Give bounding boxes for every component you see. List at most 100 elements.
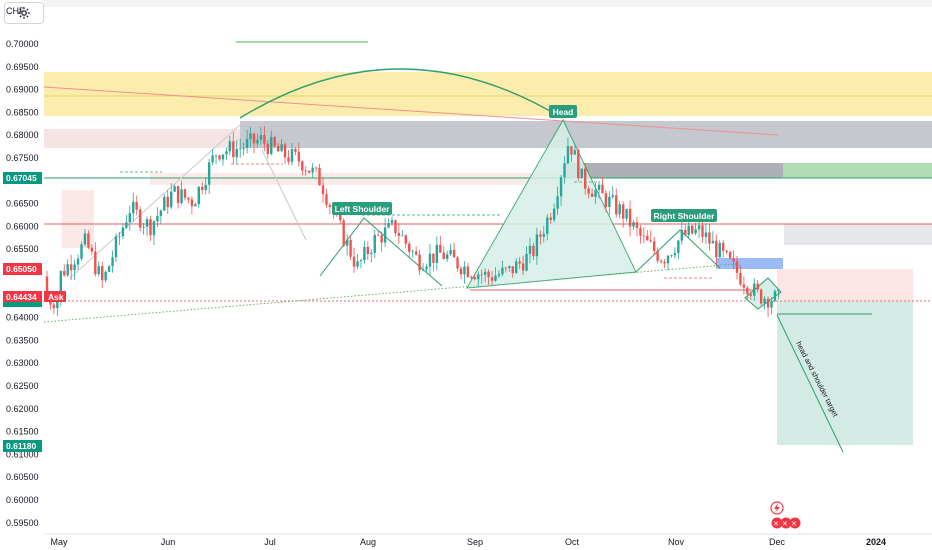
zone-pink-band	[150, 173, 565, 185]
candle-body	[621, 204, 625, 219]
supply-zone-yellow	[44, 72, 932, 116]
candle-body	[670, 255, 673, 257]
candle-body	[697, 225, 701, 230]
event-markers[interactable]: ✕ ✕ ✕	[770, 501, 801, 529]
candle-body	[663, 261, 666, 264]
badge-ask-price-box	[3, 291, 42, 302]
candle-body	[380, 235, 383, 243]
head-triangle	[466, 118, 637, 289]
candle-body	[187, 197, 190, 200]
candle-body	[625, 208, 628, 219]
candle-body	[656, 251, 659, 261]
candle-body	[204, 184, 207, 191]
candle-body	[114, 236, 118, 258]
candle-body	[704, 232, 708, 237]
badge-bid-strip	[3, 302, 42, 307]
candle-body	[463, 266, 466, 275]
candle-body	[263, 135, 266, 144]
badge-065050: 0.65050	[6, 264, 37, 274]
event-glyph-1: ✕	[773, 521, 779, 528]
badge-061180-box	[3, 440, 42, 452]
candle-body	[701, 225, 704, 237]
candle-body	[728, 251, 732, 259]
candle-body	[363, 246, 366, 261]
trendline-gray-left	[69, 124, 241, 279]
candle-body	[318, 167, 321, 186]
candle-body	[87, 233, 90, 248]
candle-body	[342, 220, 345, 246]
candle-body	[394, 220, 397, 234]
candle-body	[711, 240, 715, 244]
target-line	[776, 314, 844, 453]
candle-body	[152, 221, 156, 236]
event-flag-icon-2[interactable]	[780, 517, 792, 529]
candle-body	[456, 257, 459, 269]
candle-body	[618, 204, 621, 215]
candle-body	[276, 145, 280, 152]
x-tick-label: Nov	[668, 537, 685, 547]
candle-body	[135, 201, 138, 210]
y-tick-label: 0.62500	[6, 381, 39, 391]
trendline-red	[44, 86, 779, 136]
candle-body	[118, 236, 121, 238]
candle-body	[563, 163, 566, 178]
candle-body	[628, 208, 632, 227]
candle-body	[470, 277, 473, 278]
candle-body	[432, 253, 435, 263]
candle-body	[349, 240, 352, 257]
candle-body	[601, 184, 604, 194]
candle-body	[283, 144, 287, 158]
candle-body	[359, 260, 363, 262]
candle-body	[590, 193, 594, 197]
y-tick-label: 0.63500	[6, 335, 39, 345]
candle-body	[732, 258, 735, 262]
candle-body	[494, 275, 497, 281]
candle-body	[611, 195, 614, 197]
candle-body	[459, 268, 463, 275]
candle-body	[680, 229, 683, 241]
zone-gray-right	[784, 224, 932, 245]
candle-body	[266, 143, 269, 155]
candle-body	[428, 253, 432, 267]
candle-body	[690, 225, 694, 234]
x-tick-label: Aug	[360, 537, 376, 547]
flag-box	[744, 277, 782, 310]
candle-body	[411, 251, 414, 253]
candle-body	[525, 253, 528, 271]
y-tick-label: 0.63000	[6, 358, 39, 368]
candle-body	[97, 266, 100, 275]
zone-gray-dark	[565, 163, 783, 178]
candle-body	[615, 195, 618, 215]
event-flag-icon-3[interactable]	[789, 517, 801, 529]
right-shoulder-label: Right Shoulder	[654, 211, 716, 221]
candle-body	[573, 150, 577, 155]
candle-body	[473, 277, 476, 280]
candle-body	[225, 151, 228, 155]
candle-body	[352, 256, 356, 267]
candle-body	[653, 241, 656, 252]
candle-body	[239, 148, 242, 150]
candle-body	[166, 196, 169, 208]
candle-body	[742, 284, 746, 288]
badge-061180: 0.61180	[6, 441, 37, 451]
candle-body	[759, 289, 763, 304]
settings-icon[interactable]	[4, 2, 44, 24]
trendline-gray-mid	[261, 149, 307, 241]
y-tick-label: 0.62000	[6, 404, 39, 414]
y-tick-label: 0.59500	[6, 518, 39, 528]
candle-body	[142, 226, 145, 228]
candle-body	[214, 155, 218, 157]
candle-body	[101, 266, 104, 281]
candle-body	[45, 276, 49, 300]
candle-body	[608, 196, 611, 208]
x-tick-label: Oct	[565, 537, 580, 547]
pattern-arc	[239, 68, 563, 119]
left-shoulder-label: Left Shoulder	[335, 204, 390, 214]
zones	[44, 72, 932, 445]
candle-body	[128, 213, 131, 223]
event-flag-icon-1[interactable]	[771, 517, 783, 529]
candle-body	[145, 219, 149, 227]
candle-body	[190, 199, 194, 207]
pattern-group	[120, 68, 844, 453]
